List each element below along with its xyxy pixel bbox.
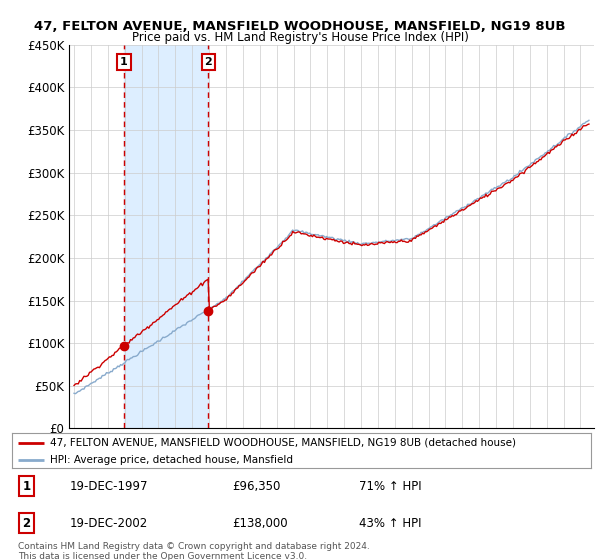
Text: 2: 2	[22, 516, 31, 530]
Text: 1: 1	[120, 57, 128, 67]
Text: 2: 2	[205, 57, 212, 67]
Text: Price paid vs. HM Land Registry's House Price Index (HPI): Price paid vs. HM Land Registry's House …	[131, 31, 469, 44]
Text: 43% ↑ HPI: 43% ↑ HPI	[359, 516, 422, 530]
Text: 19-DEC-1997: 19-DEC-1997	[70, 479, 148, 493]
Text: 19-DEC-2002: 19-DEC-2002	[70, 516, 148, 530]
Text: HPI: Average price, detached house, Mansfield: HPI: Average price, detached house, Mans…	[50, 455, 293, 465]
Text: 47, FELTON AVENUE, MANSFIELD WOODHOUSE, MANSFIELD, NG19 8UB (detached house): 47, FELTON AVENUE, MANSFIELD WOODHOUSE, …	[50, 437, 515, 447]
Bar	[124, 45, 208, 428]
Text: 71% ↑ HPI: 71% ↑ HPI	[359, 479, 422, 493]
Text: 47, FELTON AVENUE, MANSFIELD WOODHOUSE, MANSFIELD, NG19 8UB: 47, FELTON AVENUE, MANSFIELD WOODHOUSE, …	[34, 20, 566, 32]
Text: Contains HM Land Registry data © Crown copyright and database right 2024.
This d: Contains HM Land Registry data © Crown c…	[18, 542, 370, 560]
Text: 1: 1	[22, 479, 31, 493]
Text: £138,000: £138,000	[232, 516, 287, 530]
Text: £96,350: £96,350	[232, 479, 280, 493]
